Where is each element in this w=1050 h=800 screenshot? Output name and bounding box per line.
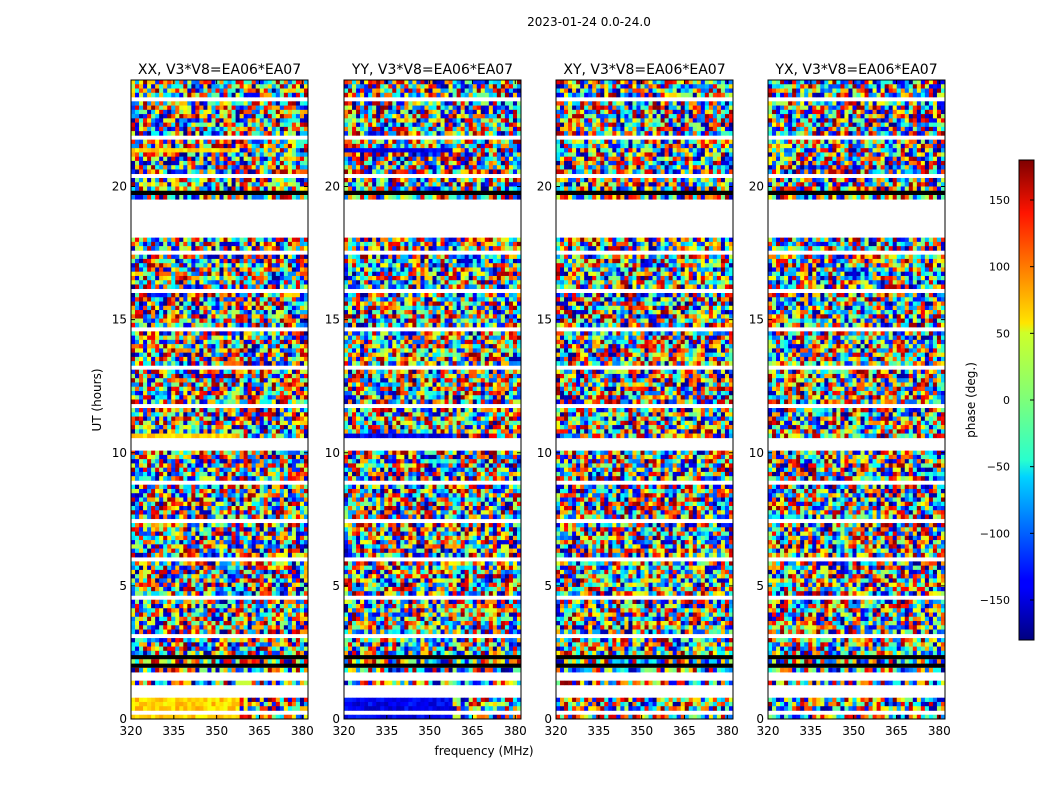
y-tick-label: 0	[544, 712, 552, 726]
panel-title: YY, V3*V8=EA06*EA07	[351, 62, 513, 78]
x-tick-label: 350	[205, 724, 228, 738]
y-tick-label: 0	[119, 712, 127, 726]
y-tick-label: 5	[119, 579, 127, 593]
y-tick-label: 20	[537, 180, 552, 194]
y-tick-label: 15	[749, 313, 764, 327]
x-tick-label: 350	[630, 724, 653, 738]
colorbar-tick-label: −100	[980, 527, 1010, 540]
panel-title: XY, V3*V8=EA06*EA07	[563, 62, 725, 78]
colorbar-tick-label: 150	[989, 194, 1010, 207]
y-tick-label: 10	[749, 446, 764, 460]
phase-heatmap-xy	[556, 80, 734, 720]
colorbar-tick-label: 100	[989, 261, 1010, 274]
panels-group: XX, V3*V8=EA06*EA07 320 335 350 365 380 0 5 10 15…	[112, 62, 951, 738]
x-tick-label: 335	[799, 724, 822, 738]
x-axis-label: frequency (MHz)	[434, 744, 533, 758]
axes-frame	[343, 79, 522, 720]
y-tick-label: 15	[325, 313, 340, 327]
axes-frame	[767, 79, 946, 720]
y-tick-label: 5	[544, 579, 552, 593]
x-tick-label: 320	[757, 724, 780, 738]
x-tick-label: 365	[461, 724, 484, 738]
y-axis-label: UT (hours)	[90, 368, 104, 431]
colorbar-tick-label: −50	[987, 461, 1010, 474]
x-tick-label: 320	[120, 724, 143, 738]
axes-frame	[555, 79, 734, 720]
y-tick-label: 0	[756, 712, 764, 726]
y-tick-label: 20	[749, 180, 764, 194]
x-tick-label: 350	[842, 724, 865, 738]
x-tick-label: 350	[418, 724, 441, 738]
x-tick-label: 335	[162, 724, 185, 738]
x-tick-label: 335	[587, 724, 610, 738]
y-tick-label: 20	[112, 180, 127, 194]
colorbar-label: phase (deg.)	[964, 362, 978, 438]
panel-title: YX, V3*V8=EA06*EA07	[774, 62, 937, 78]
y-tick-label: 15	[112, 313, 127, 327]
x-tick-label: 365	[248, 724, 271, 738]
phase-heatmap-yx	[768, 80, 946, 720]
figure-title: 2023-01-24 0.0-24.0	[527, 15, 651, 29]
y-tick-label: 10	[112, 446, 127, 460]
x-tick-label: 320	[545, 724, 568, 738]
panel-title: XX, V3*V8=EA06*EA07	[138, 62, 301, 78]
y-tick-label: 5	[332, 579, 340, 593]
y-tick-label: 5	[756, 579, 764, 593]
colorbar-ticks: −150 −100 −50 0 50 100 150	[980, 194, 1034, 607]
colorbar-tick-label: −150	[980, 594, 1010, 607]
x-tick-label: 365	[673, 724, 696, 738]
y-tick-label: 0	[332, 712, 340, 726]
y-tick-label: 20	[325, 180, 340, 194]
colorbar: −150 −100 −50 0 50 100 150 phase (deg.)	[964, 159, 1035, 641]
y-tick-label: 10	[325, 446, 340, 460]
x-tick-label: 380	[716, 724, 739, 738]
panel-xy: XY, V3*V8=EA06*EA07 320 335 350 365 380 0 5 10 15…	[537, 62, 739, 738]
panel-xx: XX, V3*V8=EA06*EA07 320 335 350 365 380 0 5 10 15…	[112, 62, 314, 738]
y-tick-label: 10	[537, 446, 552, 460]
x-tick-label: 380	[928, 724, 951, 738]
x-tick-label: 380	[291, 724, 314, 738]
y-tick-label: 15	[537, 313, 552, 327]
x-tick-label: 320	[333, 724, 356, 738]
colorbar-tick-label: 50	[996, 327, 1010, 340]
phase-heatmap-yy	[344, 80, 522, 720]
panel-yy: YY, V3*V8=EA06*EA07 320 335 350 365 380 0 5 10 15…	[325, 62, 527, 738]
x-tick-label: 380	[504, 724, 527, 738]
colorbar-tick-label: 0	[1003, 394, 1010, 407]
panel-yx: YX, V3*V8=EA06*EA07 320 335 350 365 380 0 5 10 15…	[749, 62, 951, 738]
x-tick-label: 335	[375, 724, 398, 738]
phase-heatmap-xx	[131, 80, 309, 720]
axes-frame	[130, 79, 309, 720]
x-tick-label: 365	[885, 724, 908, 738]
